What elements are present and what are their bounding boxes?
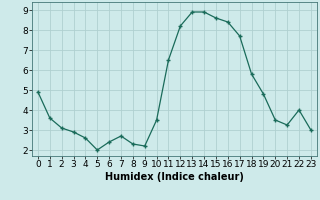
X-axis label: Humidex (Indice chaleur): Humidex (Indice chaleur) xyxy=(105,172,244,182)
